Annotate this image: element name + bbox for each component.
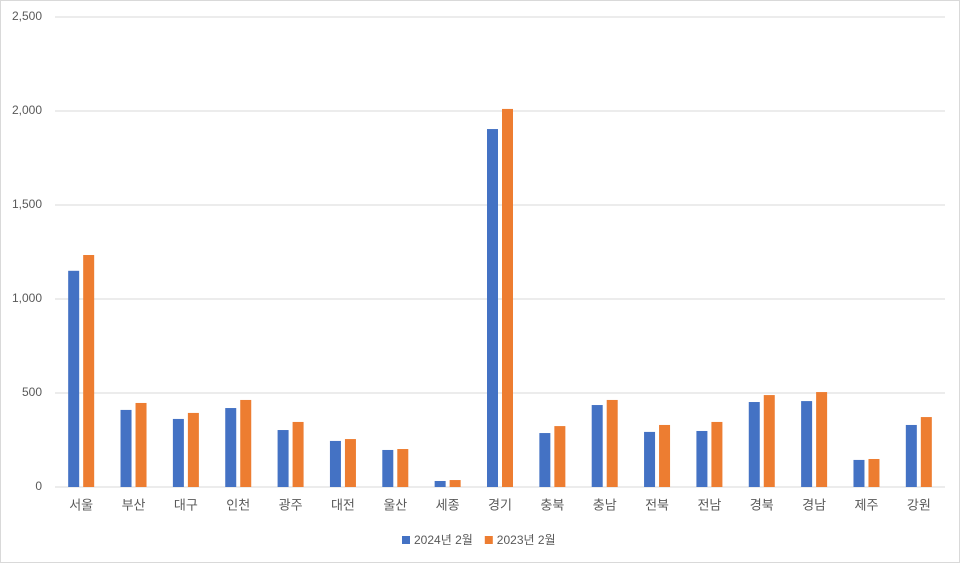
legend-label: 2024년 2월 [414,533,473,547]
bar [397,449,409,487]
legend-swatch [484,536,493,544]
bar [502,108,513,487]
x-tick-label: 인천 [226,497,250,512]
bar [172,418,184,487]
bar [225,408,237,487]
bar [868,458,880,487]
bar [711,421,723,487]
y-tick-label: 1,000 [12,291,42,305]
legend-label: 2023년 2월 [497,533,556,547]
bar [120,409,132,487]
bar [68,270,80,487]
x-tick-label: 강원 [907,497,931,512]
y-tick-label: 2,500 [12,9,42,23]
x-tick-label: 경기 [488,497,512,512]
bar [434,480,446,487]
bar [277,430,289,487]
bar [83,255,95,487]
bar [329,440,341,487]
bar [696,430,708,487]
y-tick-label: 2,000 [12,103,42,117]
x-tick-label: 대구 [174,497,198,512]
bar [801,401,813,487]
bar [344,439,356,487]
x-tick-label: 충북 [540,497,564,512]
bar [292,421,304,487]
x-tick-label: 경북 [750,497,774,512]
bar [606,399,618,487]
legend-swatch [402,536,410,544]
bar [554,426,566,487]
x-tick-label: 세종 [436,497,460,512]
x-tick-label: 광주 [279,497,303,512]
bar [920,417,932,487]
bar [487,129,498,487]
x-tick-label: 충남 [593,497,617,512]
x-tick-label: 대전 [331,497,355,512]
bar [591,405,603,487]
bar [449,480,461,487]
bar [539,433,551,487]
x-tick-label: 부산 [122,497,146,512]
x-tick-label: 전남 [697,497,721,512]
bar [748,402,760,487]
y-tick-label: 1,500 [12,197,42,211]
x-tick-label: 전북 [645,497,669,512]
x-tick-label: 제주 [855,497,879,512]
x-tick-label: 서울 [69,497,93,512]
bar [135,402,147,487]
y-tick-label: 0 [35,479,42,493]
bar [816,392,828,487]
x-tick-label: 경남 [802,497,826,512]
bar [905,424,917,487]
x-tick-label: 울산 [383,497,407,512]
bar [659,424,671,487]
y-tick-label: 500 [22,385,42,399]
bar [853,459,865,487]
bar [382,449,394,487]
bar [240,399,252,487]
bar [763,395,775,487]
bar [644,431,656,487]
bar [187,412,199,487]
